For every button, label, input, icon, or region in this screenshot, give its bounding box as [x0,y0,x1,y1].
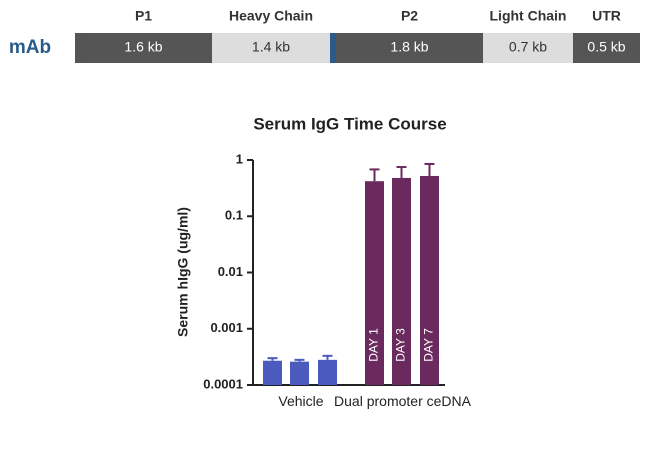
segment [336,33,483,63]
segment-name: Heavy Chain [229,8,313,24]
y-tick-label: 0.001 [210,320,243,335]
segment [573,33,640,63]
segment-name: Light Chain [490,8,567,24]
segment-size: 1.6 kb [124,39,162,55]
bar [420,175,439,385]
chart-title: Serum IgG Time Course [253,114,446,133]
bar-label: DAY 3 [394,328,408,362]
bar [318,359,337,385]
segment-name: UTR [592,8,621,24]
bar [365,181,384,385]
segment [483,33,573,63]
bar-label: DAY 7 [422,328,436,362]
y-tick-label: 0.1 [225,208,243,223]
segment-size: 0.5 kb [587,39,625,55]
bar [392,177,411,385]
segment-size: 1.8 kb [390,39,428,55]
x-tick-label: Dual promoter ceDNA [334,393,471,409]
y-tick-label: 1 [236,151,243,166]
construct-label: mAb [9,37,51,58]
bar [263,360,282,385]
x-label-box: Dual promoter ceDNA [334,393,471,409]
segment-name: P1 [135,8,152,24]
segment [212,33,330,63]
y-axis-label: Serum hIgG (ug/ml) [175,207,191,337]
bar-label: DAY 1 [367,328,381,362]
segment-size: 1.4 kb [252,39,290,55]
x-label-box: Vehicle [278,393,324,409]
bar [290,361,309,385]
construct-end [75,33,90,63]
segment-marker [330,33,336,63]
x-tick-label: Vehicle [278,393,324,409]
segment-name: P2 [401,8,418,24]
y-tick-label: 0.01 [218,264,243,279]
segment [75,33,212,63]
segment-size: 0.7 kb [509,39,547,55]
y-tick-label: 0.0001 [203,376,243,391]
